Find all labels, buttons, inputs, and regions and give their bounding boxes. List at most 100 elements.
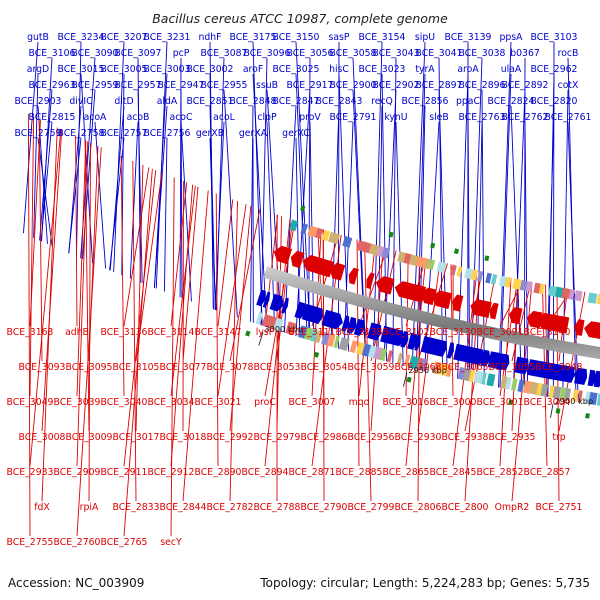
forward-gene-label: gerXA	[239, 128, 268, 139]
reverse-gene-track	[273, 245, 600, 339]
reverse-gene-label: BCE_3001	[477, 397, 524, 408]
gene-arrow	[501, 354, 510, 371]
gene-arrow	[580, 368, 588, 385]
forward-gene-label: acoA	[84, 112, 107, 123]
reverse-gene-label: BCE_3140	[524, 327, 571, 338]
forward-gene-label: b0367	[510, 48, 540, 59]
forward-gene-label: BCE_2896	[459, 80, 506, 91]
forward-gene-label: clpP	[257, 112, 277, 123]
outer-feature-segment	[396, 352, 404, 366]
gene-arrow	[407, 332, 418, 350]
forward-gene-label: BCE_2897	[416, 80, 463, 91]
gene-arrow	[489, 302, 499, 320]
forward-gene-label: BCE_2757	[101, 128, 148, 139]
reverse-gene-label: BCE_3059	[348, 362, 395, 373]
reverse-gene-label: BCE_2760	[54, 537, 101, 548]
forward-leader-line	[510, 105, 523, 393]
forward-gene-label: BCE_3097	[115, 48, 162, 59]
gene-arrow	[414, 334, 421, 351]
gene-arrow	[262, 291, 271, 308]
outer-feature-segment	[403, 354, 411, 367]
outer-feature-segment	[379, 348, 388, 362]
gene-arrow	[256, 289, 266, 307]
forward-gene-label: cotX	[558, 80, 579, 91]
forward-leader-line	[94, 121, 107, 269]
genome-backbone	[263, 266, 600, 360]
reverse-leader-line	[27, 114, 31, 537]
inner-feature-segment	[342, 236, 353, 248]
forward-gene-label: acoC	[170, 112, 193, 123]
reverse-leader-line	[41, 127, 58, 502]
reverse-gene-label: BCE_3065	[442, 362, 489, 373]
outer-feature-segment	[386, 350, 394, 363]
forward-gene-label: BCE_2824	[488, 96, 535, 107]
reverse-gene-label: BCE_2852	[477, 467, 524, 478]
reverse-strand-labels: BCE_3163 adhB BCE_3136 BCE_3114 BCE_3147 lysP…	[7, 327, 583, 548]
outer-feature-segment	[572, 389, 579, 402]
inner-feature-segment	[596, 293, 600, 305]
reverse-gene-label: BCE_3009	[66, 432, 113, 443]
forward-gene-label: BCE_3015	[58, 64, 105, 75]
feature-marker	[300, 205, 306, 212]
scale-tick	[258, 332, 264, 346]
feature-marker	[585, 413, 590, 419]
outer-feature-segment	[420, 358, 428, 372]
reverse-gene-label: BCE_3111	[289, 327, 336, 338]
outer-feature-segment	[481, 372, 487, 385]
reverse-gene-label: BCE_2912	[148, 467, 195, 478]
forward-gene-label: BCE_2759	[15, 128, 62, 139]
reverse-gene-label: BCE_3130	[430, 327, 477, 338]
accession-label: Accession: NC_003909	[8, 576, 144, 590]
forward-leader-line	[545, 105, 555, 397]
reverse-gene-label: BCE_3040	[101, 397, 148, 408]
reverse-gene-label: BCE_2806	[395, 502, 442, 513]
reverse-leader-line	[120, 155, 125, 397]
forward-gene-label: BCE_2763	[459, 112, 506, 123]
reverse-leader-line	[76, 141, 89, 467]
forward-gene-label: BCE_2957	[115, 80, 162, 91]
reverse-gene-label: BCE_3049	[7, 397, 54, 408]
reverse-gene-label: BCE_3016	[383, 397, 430, 408]
reverse-gene-label: BCE_3114	[148, 327, 195, 338]
reverse-leader-line	[229, 201, 238, 502]
reverse-gene-label: BCE_2790	[301, 502, 348, 513]
forward-gene-label: aroA	[457, 64, 479, 75]
outer-feature-segment	[588, 392, 598, 406]
inner-feature-segment	[449, 264, 457, 276]
reverse-gene-label: BCE_2930	[395, 432, 442, 443]
forward-gene-label: ppaC	[456, 96, 480, 107]
forward-leader-line	[40, 121, 53, 242]
feature-marker	[406, 376, 412, 383]
forward-gene-label: BCE_3023	[359, 64, 406, 75]
feature-marker	[555, 408, 561, 414]
reverse-leader-line	[75, 136, 78, 327]
forward-gene-label: BCE_3005	[101, 64, 148, 75]
forward-gene-label: ppsA	[499, 32, 523, 43]
forward-gene-label: BCE_2843	[316, 96, 363, 107]
forward-gene-label: BCE_3087	[201, 48, 248, 59]
reverse-leader-line	[217, 204, 247, 397]
outer-marker-track	[245, 205, 590, 419]
reverse-gene-label: BCE_2800	[442, 502, 489, 513]
gene-arrow	[480, 349, 491, 367]
gene-arrow	[273, 245, 293, 265]
forward-leader-line	[68, 137, 82, 254]
forward-leader-line	[524, 121, 529, 394]
forward-gene-label: BCE_3175	[230, 32, 277, 43]
forward-leader-line	[343, 121, 354, 351]
inner-feature-segment	[587, 292, 598, 304]
gene-arrow	[587, 369, 597, 387]
reverse-gene-label: BCE_2755	[7, 537, 54, 548]
outer-feature-segment	[338, 337, 350, 351]
forward-leader-line	[137, 89, 143, 284]
forward-leader-line	[180, 121, 192, 302]
inner-feature-segment	[574, 290, 583, 302]
outer-feature-segment	[510, 378, 518, 391]
reverse-leader-line	[41, 129, 63, 432]
reverse-leader-line	[182, 190, 209, 502]
forward-leader-line	[39, 89, 53, 241]
forward-gene-label: BCE_2758	[58, 128, 105, 139]
